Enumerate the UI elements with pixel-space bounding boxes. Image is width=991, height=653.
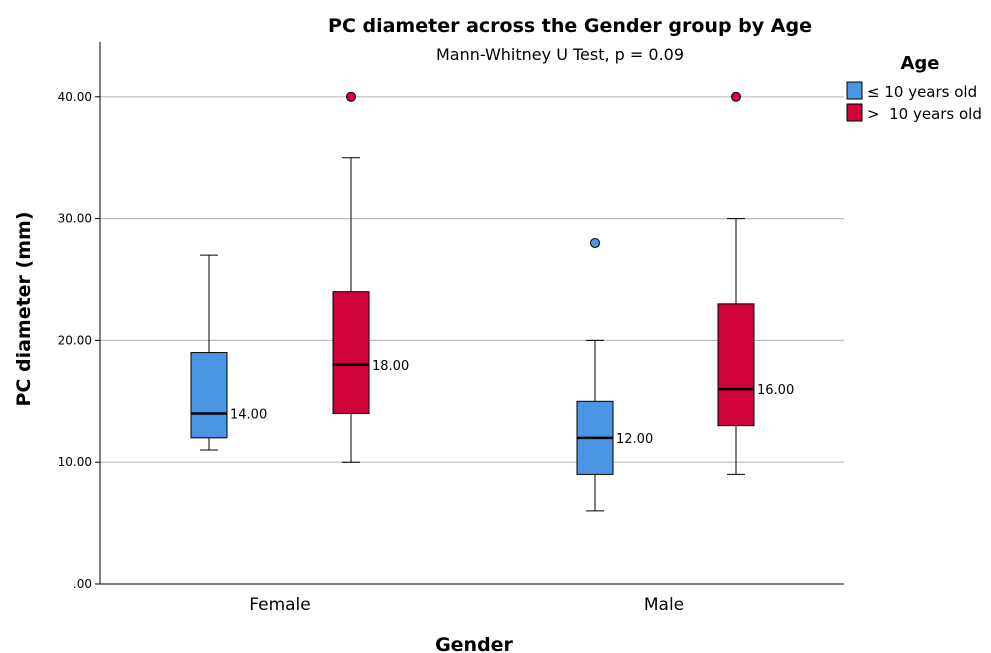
y-axis-ticks: .00 10.00 20.00 30.00 40.00 [58, 90, 100, 591]
y-tick-label: 40.00 [58, 90, 92, 104]
median-label: 16.00 [757, 383, 794, 398]
box-iqr [332, 291, 370, 414]
median-label: 14.00 [230, 407, 267, 422]
category-label-male: Male [644, 595, 684, 615]
box-male-le10: 12.00 [576, 237, 653, 512]
box-female-gt10: 18.00 [332, 91, 409, 463]
box-female-le10: 14.00 [190, 254, 267, 451]
outlier-point [346, 91, 356, 102]
outlier-point [731, 91, 741, 102]
median-label: 12.00 [616, 432, 653, 447]
legend-label-le10: ≤ 10 years old [867, 83, 977, 101]
legend-swatch-le10 [846, 81, 863, 100]
legend-swatch-gt10 [846, 103, 863, 122]
x-axis-title: Gender [435, 634, 513, 653]
box-male-gt10: 16.00 [717, 91, 794, 475]
median-label: 18.00 [372, 359, 409, 374]
y-tick-label: .00 [73, 577, 92, 591]
legend-title: Age [900, 53, 939, 74]
box-iqr [190, 352, 228, 439]
box-groups: 14.00 12.00 18.00 16.00 [190, 91, 794, 512]
chart-subtitle: Mann-Whitney U Test, p = 0.09 [436, 45, 684, 64]
box-iqr [717, 303, 755, 427]
legend-label-gt10: > 10 years old [867, 105, 982, 123]
outlier-point [590, 237, 600, 248]
category-label-female: Female [249, 595, 310, 615]
chart-title: PC diameter across the Gender group by A… [328, 15, 812, 37]
y-axis-title: PC diameter (mm) [13, 211, 35, 406]
y-tick-label: 10.00 [58, 455, 92, 469]
legend: Age ≤ 10 years old > 10 years old [846, 53, 982, 123]
y-tick-label: 20.00 [58, 333, 92, 347]
y-tick-label: 30.00 [58, 212, 92, 226]
